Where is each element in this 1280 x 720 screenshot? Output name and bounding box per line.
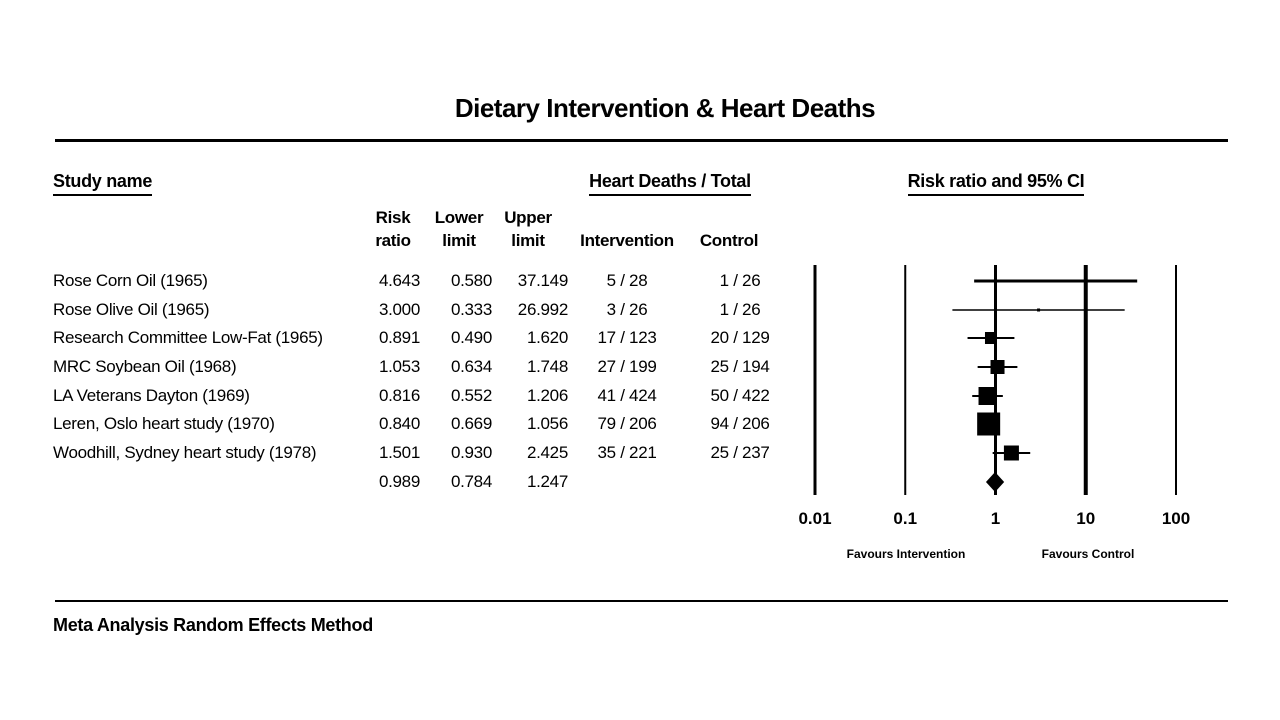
study-row: Woodhill, Sydney heart study (1978) 1.501… [0,442,1280,464]
lower-limit-column-header: Lower limit [426,205,492,252]
study-name: Research Committee Low-Fat (1965) [53,328,323,347]
control-events: 94 / 206 [710,414,770,433]
summary-upper-limit-value: 1.247 [526,472,568,491]
intervention-events: 79 / 206 [597,414,657,433]
bottom-divider-line [55,600,1228,602]
study-row: LA Veterans Dayton (1969) 0.816 0.552 1.206… [0,385,1280,407]
lower-limit-value: 0.552 [450,386,492,405]
intervention-events: 35 / 221 [597,443,657,462]
intervention-events: 41 / 424 [597,386,657,405]
control-events: 50 / 422 [710,386,770,405]
intervention-events: 17 / 123 [597,328,657,347]
point-estimate-marker [984,332,997,344]
risk-ratio-ci-header: Risk ratio and 95% CI [885,171,1107,196]
study-name-column-header: Study name [53,171,152,196]
point-estimate-marker [1054,279,1058,283]
x-axis-tick-0.01: 0.01 [798,509,832,528]
risk-ratio-value: 1.501 [378,443,420,462]
upper-limit-value: 1.620 [526,328,568,347]
upper-limit-header-line1: Upper [504,208,552,227]
control-events: 1 / 26 [719,300,761,319]
lower-limit-header-line1: Lower [434,208,484,227]
study-name: Leren, Oslo heart study (1970) [53,414,275,433]
intervention-column-header: Intervention [565,205,689,252]
heart-deaths-header-label: Heart Deaths / Total [589,171,751,196]
control-events: 25 / 194 [710,357,770,376]
lower-limit-value: 0.930 [450,443,492,462]
point-estimate-marker [1037,308,1041,312]
risk-ratio-value: 0.891 [378,328,420,347]
point-estimate-marker [977,412,1001,436]
risk-ratio-value: 4.643 [378,271,420,290]
study-row: Research Committee Low-Fat (1965) 0.891 0.… [0,327,1280,349]
method-note: Meta Analysis Random Effects Method [53,615,373,635]
point-estimate-marker [978,387,997,405]
study-name: Woodhill, Sydney heart study (1978) [53,443,317,462]
study-name-header-label: Study name [53,171,152,196]
summary-row: 0.989 0.784 1.247 [0,471,1280,493]
risk-ratio-value: 3.000 [378,300,420,319]
lower-limit-value: 0.669 [450,414,492,433]
summary-lower-limit-value: 0.784 [450,472,492,491]
x-axis-tick-100: 100 [1161,509,1191,528]
study-name: MRC Soybean Oil (1968) [53,357,237,376]
study-name: Rose Olive Oil (1965) [53,300,210,319]
study-name: Rose Corn Oil (1965) [53,271,208,290]
x-axis-tick-10: 10 [1076,509,1096,528]
lower-limit-value: 0.580 [450,271,492,290]
risk-ratio-column-header: Risk ratio [366,205,420,252]
risk-ratio-value: 0.816 [378,386,420,405]
intervention-events: 27 / 199 [597,357,657,376]
lower-limit-value: 0.490 [450,328,492,347]
top-divider-line [55,139,1228,142]
upper-limit-value: 26.992 [517,300,569,319]
upper-limit-value: 1.206 [526,386,568,405]
x-axis-tick-0.1: 0.1 [893,509,918,528]
study-row: MRC Soybean Oil (1968) 1.053 0.634 1.748 27 … [0,356,1280,378]
risk-ratio-ci-header-label: Risk ratio and 95% CI [907,171,1085,196]
lower-limit-value: 0.634 [450,357,492,376]
summary-risk-ratio-value: 0.989 [378,472,420,491]
study-row: Rose Corn Oil (1965) 4.643 0.580 37.149 5 / … [0,270,1280,292]
intervention-events: 5 / 28 [606,271,648,290]
risk-ratio-header-line2: ratio [375,231,411,250]
x-axis-tick-1: 1 [990,509,1001,528]
upper-limit-value: 1.748 [526,357,568,376]
risk-ratio-header-line1: Risk [375,208,411,227]
upper-limit-header-line2: limit [511,231,545,250]
study-name: LA Veterans Dayton (1969) [53,386,250,405]
upper-limit-value: 37.149 [517,271,569,290]
upper-limit-value: 1.056 [526,414,568,433]
intervention-events: 3 / 26 [606,300,648,319]
chart-title: Dietary Intervention & Heart Deaths [454,93,876,123]
control-events: 1 / 26 [719,271,761,290]
control-events: 25 / 237 [710,443,770,462]
control-column-header: Control [695,205,763,252]
study-row: Leren, Oslo heart study (1970) 0.840 0.669… [0,413,1280,435]
heart-deaths-group-header: Heart Deaths / Total [577,171,763,196]
study-row: Rose Olive Oil (1965) 3.000 0.333 26.992 3 /… [0,299,1280,321]
upper-limit-column-header: Upper limit [494,205,562,252]
summary-diamond [985,472,1005,492]
risk-ratio-value: 0.840 [378,414,420,433]
upper-limit-value: 2.425 [526,443,568,462]
lower-limit-value: 0.333 [450,300,492,319]
lower-limit-header-line2: limit [442,231,476,250]
intervention-header-label: Intervention [580,231,674,250]
control-header-label: Control [699,231,759,250]
risk-ratio-value: 1.053 [378,357,420,376]
favours-control-label: Favours Control [1041,547,1135,561]
control-events: 20 / 129 [710,328,770,347]
point-estimate-marker [990,360,1005,374]
point-estimate-marker [1003,445,1019,461]
favours-intervention-label: Favours Intervention [846,547,966,561]
